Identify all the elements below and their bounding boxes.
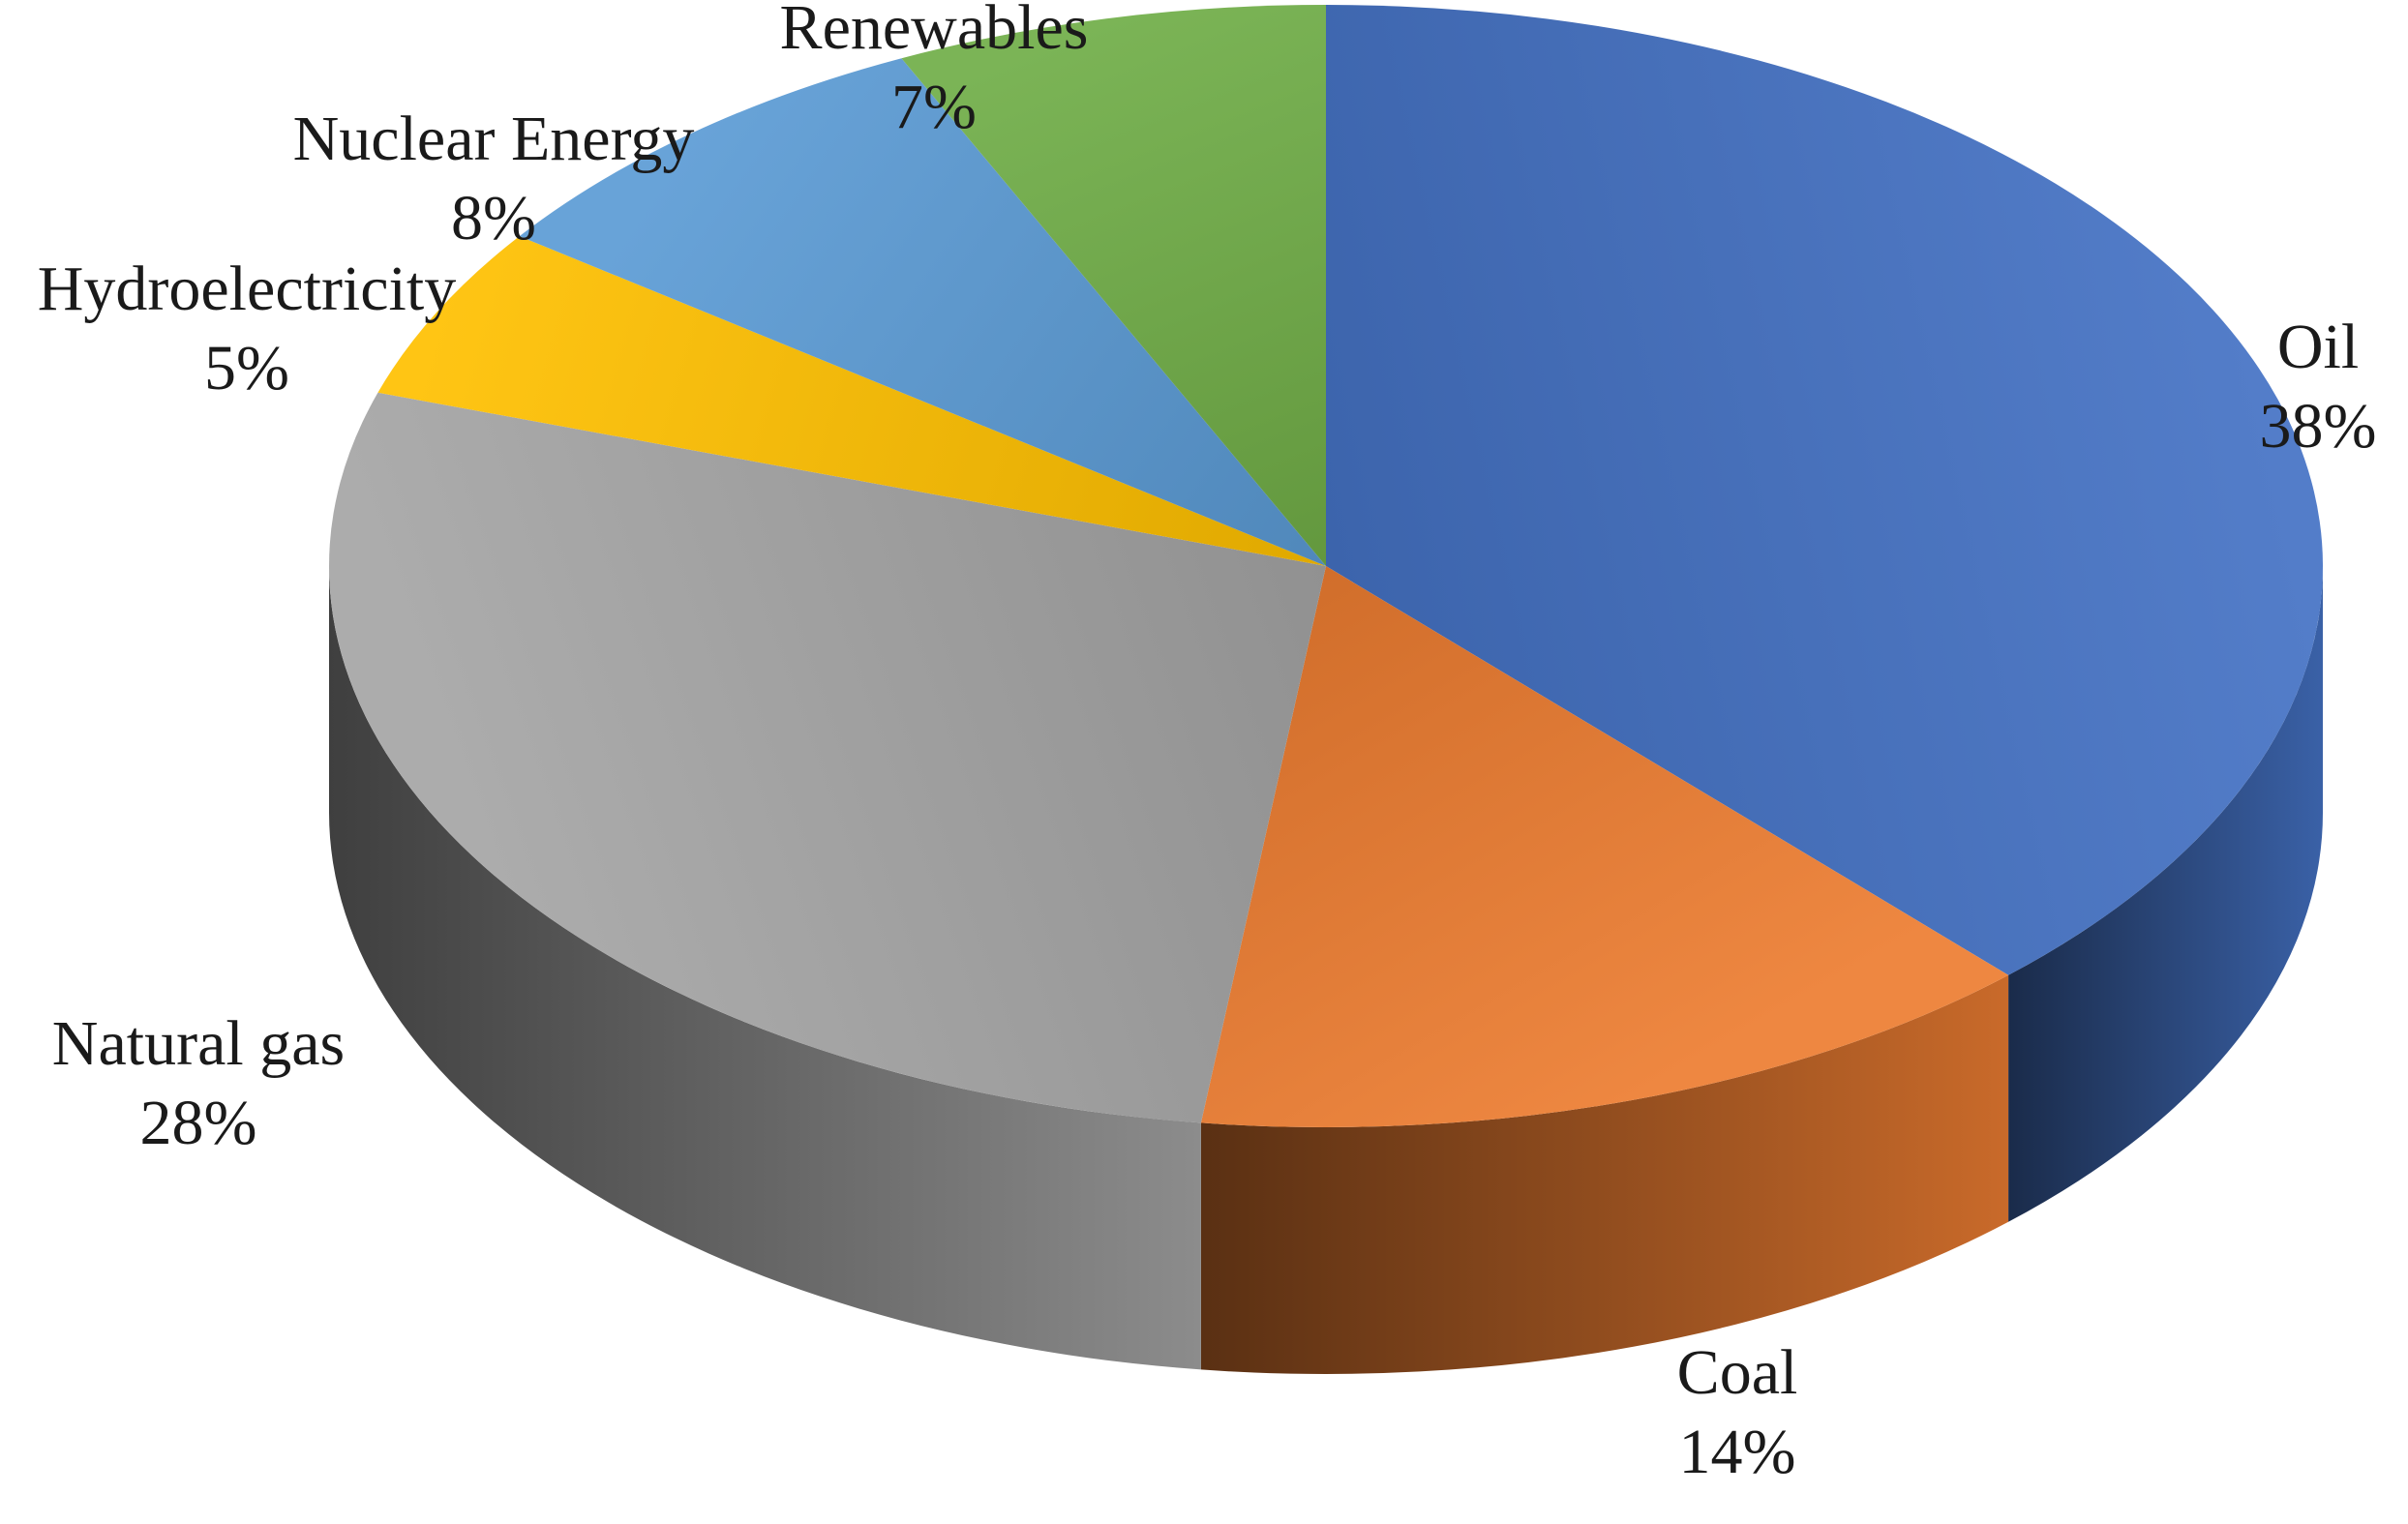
pie-side-natural-gas <box>329 566 1201 1370</box>
pie-slice-oil <box>1326 5 2323 975</box>
pie-side-coal <box>1200 974 2009 1374</box>
slice-label-oil: Oil <box>2277 312 2359 382</box>
pie-slice-coal <box>1200 566 2009 1127</box>
pie-slice-natural-gas <box>329 392 1327 1123</box>
slice-value-renewables: 7% <box>891 72 977 142</box>
pie-tops <box>329 5 2323 1127</box>
slice-label-coal: Coal <box>1677 1337 1798 1408</box>
slice-value-natural-gas: 28% <box>140 1088 257 1158</box>
slice-label-nuclear-energy: Nuclear Energy <box>293 104 695 174</box>
slice-label-hydroelectricity: Hydroelectricity <box>38 254 456 324</box>
pie-side-oil <box>2008 566 2323 1222</box>
pie-sides <box>329 566 2323 1374</box>
slice-value-oil: 38% <box>2260 391 2377 462</box>
slice-label-natural-gas: Natural gas <box>52 1008 345 1079</box>
slice-value-coal: 14% <box>1679 1417 1796 1487</box>
slice-value-nuclear-energy: 8% <box>451 183 536 254</box>
pie-labels: Oil 38% Coal 14% Natural gas 28% Hydroelectric… <box>38 0 2377 1487</box>
pie-slice-hydroelectricity <box>377 236 1327 567</box>
pie-slice-nuclear-energy <box>519 58 1326 566</box>
slice-value-hydroelectricity: 5% <box>204 333 289 403</box>
slice-label-renewables: Renewables <box>780 0 1089 63</box>
pie-slice-renewables <box>901 5 1326 566</box>
